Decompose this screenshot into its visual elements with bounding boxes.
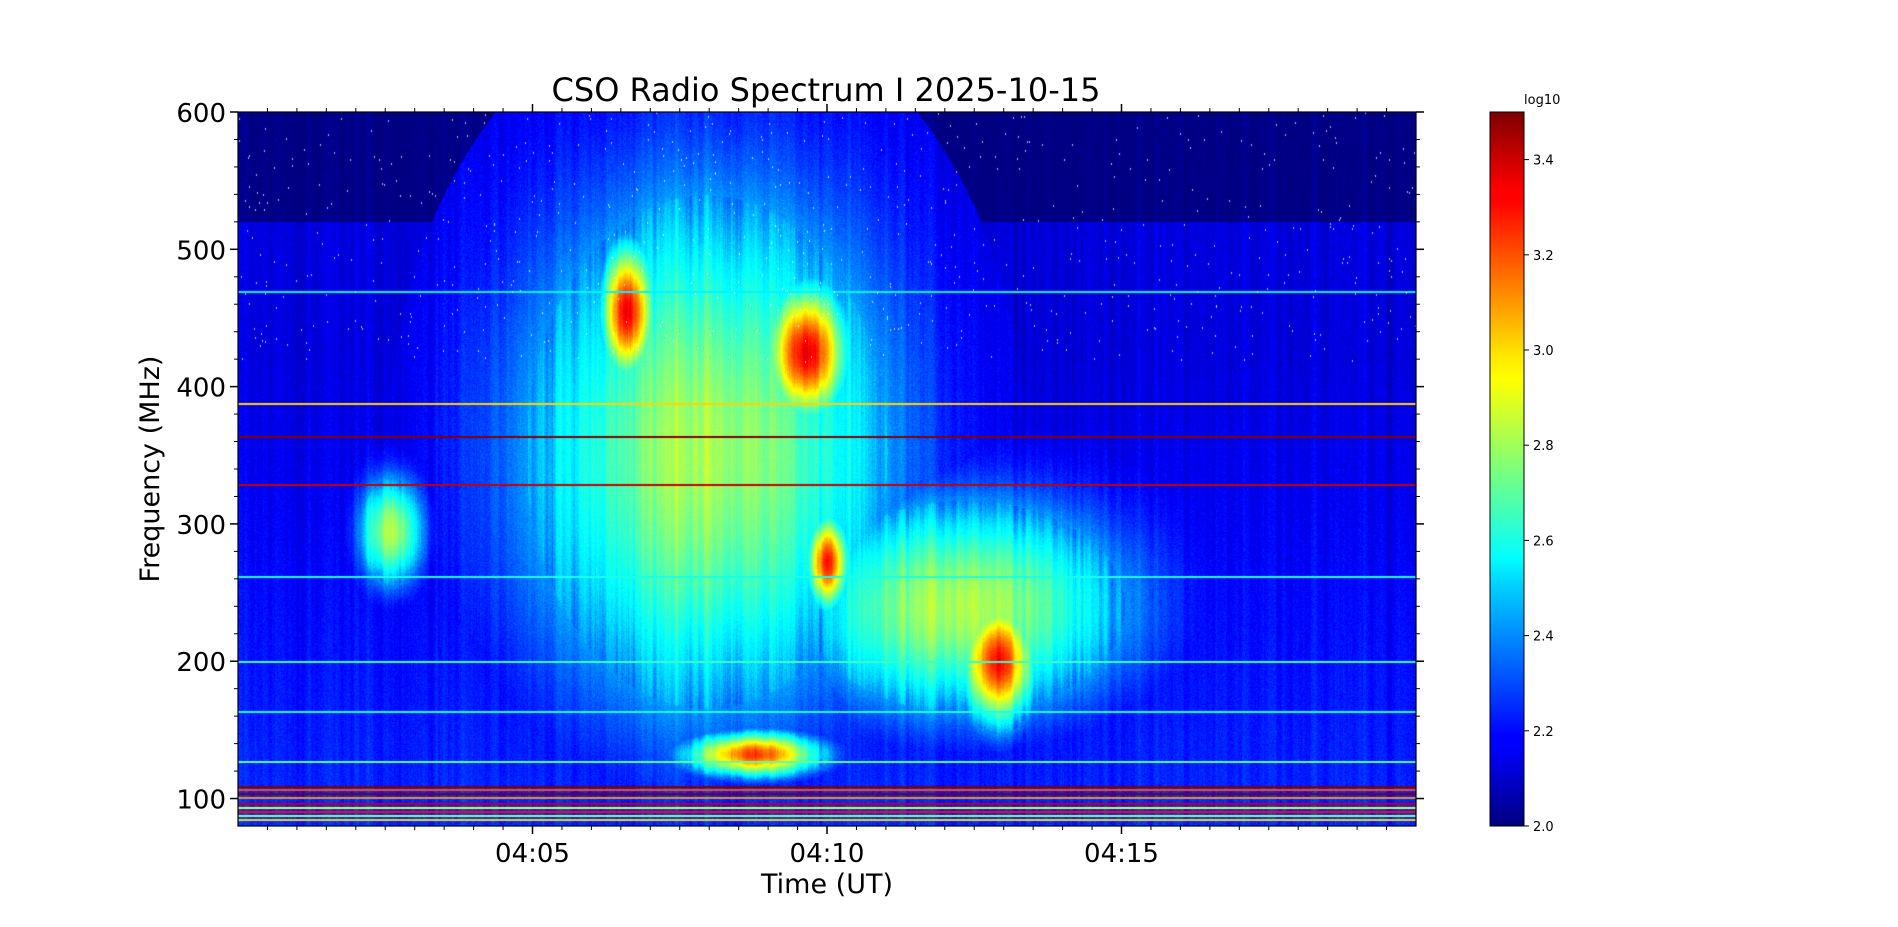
spectrogram-heatmap (238, 112, 1416, 826)
colorbar-tick-label: 2.4 (1533, 630, 1554, 645)
x-tick-label: 04:05 (495, 839, 570, 869)
colorbar-tick-label: 2.2 (1533, 725, 1554, 740)
y-tick-label: 500 (176, 236, 226, 266)
colorbar-label: log10 (1524, 93, 1560, 108)
y-tick-label: 400 (176, 374, 226, 404)
x-axis: 04:05 04:10 04:15 (266, 104, 1388, 869)
colorbar-gradient (1489, 111, 1525, 827)
colorbar-tick-label: 3.0 (1533, 344, 1554, 359)
colorbar-tick-label: 3.4 (1533, 154, 1554, 169)
y-tick-label: 100 (176, 786, 226, 816)
y-tick-label: 200 (176, 648, 226, 678)
y-tick-label: 600 (176, 99, 226, 129)
spectrogram-plot: 04:05 04:10 04:15 100 200 300 400 500 600 (176, 99, 1424, 869)
colorbar-tick-label: 3.2 (1533, 249, 1554, 264)
colorbar-tick-label: 2.8 (1533, 439, 1554, 454)
chart-title: CSO Radio Spectrum I 2025-10-15 (552, 71, 1101, 109)
y-tick-label: 300 (176, 511, 226, 541)
y-axis-label: Frequency (MHz) (135, 356, 166, 583)
colorbar: log10 2.0 2.2 2.4 2.6 2.8 3.0 3.2 3.4 (1489, 93, 1560, 835)
y-axis: 100 200 300 400 500 600 (176, 99, 1424, 816)
x-tick-label: 04:15 (1084, 839, 1159, 869)
colorbar-tick-label: 2.6 (1533, 534, 1554, 549)
colorbar-tick-label: 2.0 (1533, 820, 1554, 835)
x-tick-label: 04:10 (790, 839, 865, 869)
x-axis-label: Time (UT) (760, 869, 893, 900)
colorbar-ticks: 2.0 2.2 2.4 2.6 2.8 3.0 3.2 3.4 (1524, 154, 1554, 835)
